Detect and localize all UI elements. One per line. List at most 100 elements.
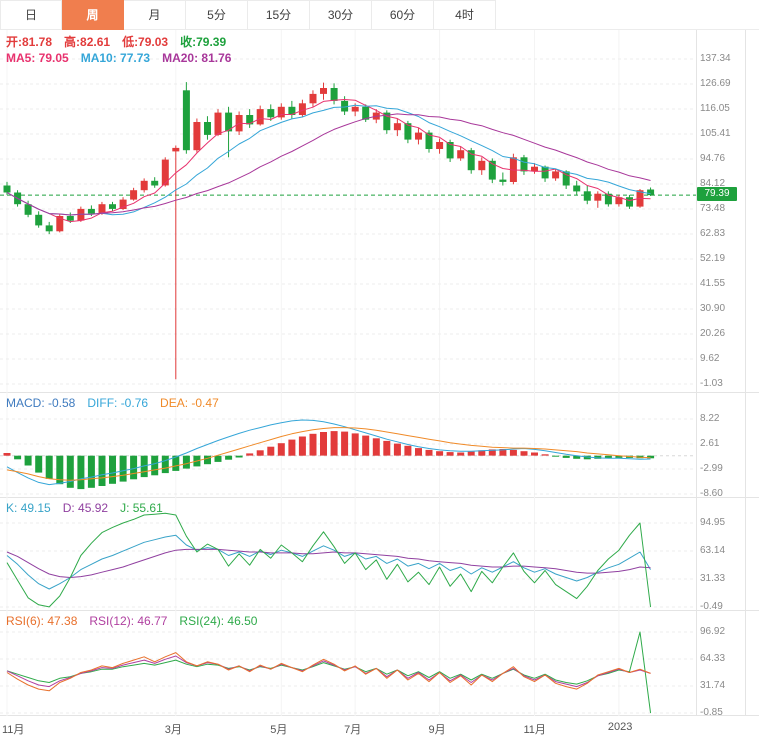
readout-value: MA5: 79.05 — [6, 51, 69, 65]
macd-bar — [24, 455, 32, 466]
candle-body — [193, 122, 201, 151]
y-tick-label: 41.55 — [700, 277, 726, 289]
macd-bar — [3, 453, 11, 456]
ma20-line — [6, 113, 651, 216]
candle-body — [531, 166, 538, 172]
macd-bar — [309, 433, 317, 456]
x-axis-label: 11月 — [2, 724, 25, 736]
candle-body — [647, 189, 655, 196]
candle-body — [594, 193, 602, 201]
readout-value: MA10: 77.73 — [80, 51, 151, 65]
macd-bar — [478, 450, 486, 456]
tab-15分[interactable]: 15分 — [248, 0, 310, 30]
readout-value: J: 55.61 — [120, 501, 163, 515]
macd-bar — [351, 433, 359, 456]
y-tick-label: 2.61 — [700, 438, 720, 449]
candle-body — [615, 197, 623, 205]
macd-bar — [214, 455, 222, 462]
y-tick-label: -2.99 — [700, 462, 723, 474]
macd-bar — [288, 439, 296, 456]
x-axis-label: 3月 — [164, 724, 182, 736]
macd-bar — [151, 455, 159, 476]
candles-group — [3, 82, 655, 380]
tab-5分[interactable]: 5分 — [186, 0, 248, 30]
candle-body — [109, 204, 116, 209]
macd-bar — [415, 448, 422, 456]
macd-bar — [404, 445, 412, 456]
macd-panel: MACD: -0.58 DIFF: -0.76 DEA: -0.47 8.22 2.6… — [0, 393, 759, 499]
candle-body — [87, 208, 95, 214]
macd-readout: MACD: -0.58 DIFF: -0.76 DEA: -0.47 — [6, 396, 231, 410]
readout-value: DIFF: -0.76 — [87, 396, 149, 410]
macd-bar — [488, 449, 496, 456]
macd-bar — [204, 455, 211, 465]
x-axis: 11月 3月 5月 7月 9月 11月 2023 — [0, 716, 759, 748]
macd-bar — [573, 455, 581, 459]
tab-日[interactable]: 日 — [0, 0, 62, 30]
kdj-chart[interactable] — [0, 498, 696, 611]
macd-bar — [425, 449, 433, 456]
macd-bar — [562, 455, 570, 458]
candlestick-chart[interactable] — [0, 30, 696, 393]
y-tick-label: 8.22 — [700, 413, 720, 424]
ma-readout: MA5: 79.05 MA10: 77.73 MA20: 81.76 — [6, 51, 243, 65]
x-axis-label: 2023 — [607, 721, 633, 733]
macd-bar — [531, 452, 538, 456]
x-axis-label: 11月 — [523, 724, 546, 736]
tab-周[interactable]: 周 — [62, 0, 124, 30]
tab-60分[interactable]: 60分 — [372, 0, 434, 30]
k-line — [6, 534, 651, 590]
candle-body — [520, 157, 528, 172]
readout-value: RSI(12): 46.77 — [89, 614, 168, 628]
candle-body — [119, 199, 127, 209]
macd-bar — [256, 450, 264, 456]
macd-bar — [446, 452, 454, 456]
rsi24-line — [6, 631, 652, 714]
candle-body — [446, 142, 454, 159]
chart-right-border — [745, 30, 746, 716]
y-tick-label: 137.34 — [700, 53, 731, 64]
y-tick-label: 52.19 — [700, 252, 726, 264]
candle-body — [488, 160, 496, 180]
macd-bar — [298, 436, 306, 456]
rsi-chart[interactable] — [0, 611, 696, 716]
candle-body — [256, 109, 264, 125]
rsi-readout: RSI(6): 47.38 RSI(12): 46.77 RSI(24): 46.5… — [6, 614, 269, 628]
tab-月[interactable]: 月 — [124, 0, 186, 30]
tab-30分[interactable]: 30分 — [310, 0, 372, 30]
macd-bar — [14, 455, 22, 460]
macd-bar — [172, 455, 180, 471]
y-tick-label: 20.26 — [700, 327, 726, 339]
ma5-line — [6, 99, 651, 223]
macd-bar — [225, 455, 233, 460]
macd-bar — [182, 455, 190, 469]
candle-body — [626, 197, 633, 207]
y-tick-label: 84.12 — [700, 178, 726, 189]
candle-body — [35, 214, 43, 226]
tab-4时[interactable]: 4时 — [434, 0, 496, 30]
y-tick-label: 105.41 — [700, 127, 731, 139]
dea-line — [6, 427, 651, 481]
y-tick-label: 96.92 — [700, 626, 726, 637]
candle-body — [383, 112, 391, 131]
candle-body — [341, 100, 349, 112]
candle-body — [415, 132, 422, 140]
macd-bar — [552, 455, 560, 457]
j-line — [6, 512, 652, 608]
kdj-readout: K: 49.15 D: 45.92 J: 55.61 — [6, 501, 175, 515]
candle-body — [288, 106, 296, 115]
candle-body — [298, 103, 306, 115]
x-axis-label: 5月 — [270, 724, 288, 736]
readout-value: 低:79.03 — [122, 35, 169, 49]
candle-body — [267, 109, 275, 118]
macd-bar — [436, 451, 444, 456]
y-tick-label: 30.90 — [700, 303, 726, 314]
candle-body — [214, 112, 222, 135]
rsi-panel: RSI(6): 47.38 RSI(12): 46.77 RSI(24): 46.5… — [0, 611, 759, 718]
readout-value: MACD: -0.58 — [6, 396, 76, 410]
main-chart-panel: 开:81.78 高:82.61 低:79.03 收:79.39 MA5: 79.05 M… — [0, 30, 759, 393]
macd-bar — [509, 449, 517, 456]
candle-body — [77, 208, 85, 221]
macd-chart[interactable] — [0, 393, 696, 498]
